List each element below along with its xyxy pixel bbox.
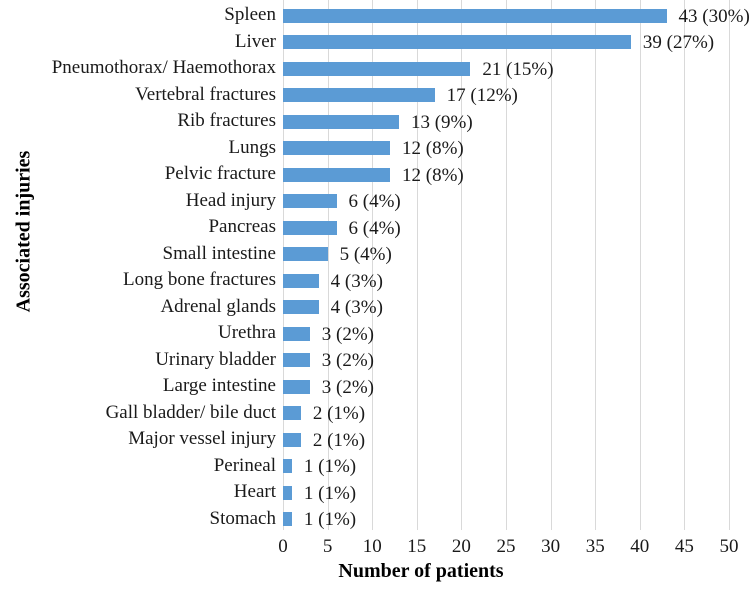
category-label: Pelvic fracture xyxy=(164,163,276,185)
category-label: Rib fractures xyxy=(177,110,276,132)
x-tick-label: 25 xyxy=(496,536,516,557)
bar xyxy=(283,194,337,208)
value-label: 3 (2%) xyxy=(321,323,374,345)
category-label: Lungs xyxy=(228,136,277,158)
x-tick-label: 35 xyxy=(585,536,605,557)
bar xyxy=(283,167,391,182)
gridline xyxy=(327,0,329,530)
x-tick-label: 45 xyxy=(674,536,694,557)
category-label: Pneumothorax/ Haemothorax xyxy=(51,57,276,79)
value-label: 1 (1%) xyxy=(303,456,357,477)
x-tick-label: 30 xyxy=(541,536,561,557)
gridline xyxy=(283,0,284,530)
bar xyxy=(283,8,667,23)
x-tick-label: 5 xyxy=(322,536,333,557)
category-label: Stomach xyxy=(209,507,277,529)
value-label: 1 (1%) xyxy=(303,482,357,504)
category-label: Large intestine xyxy=(162,375,276,397)
value-label: 2 (1%) xyxy=(312,429,366,451)
bar xyxy=(283,273,319,288)
bar xyxy=(283,432,301,447)
gridline xyxy=(461,0,463,530)
plot-area: 43 (30%) 39 (27%) 21 (15%) 17 (12%) 13 (9%) 1… xyxy=(283,0,750,530)
value-label: 6 (4%) xyxy=(348,191,401,212)
category-label: Heart xyxy=(233,481,276,503)
value-label: 3 (2%) xyxy=(321,376,374,398)
value-label: 5 (4%) xyxy=(339,244,392,265)
category-label: Head injury xyxy=(185,189,276,211)
gridline xyxy=(729,0,730,530)
bar xyxy=(283,220,337,235)
bar xyxy=(283,485,292,500)
value-label: 4 (3%) xyxy=(330,270,383,292)
bar xyxy=(283,114,399,129)
bar xyxy=(283,326,310,341)
category-label: Urethra xyxy=(217,322,276,344)
bar xyxy=(283,141,391,155)
gridline xyxy=(595,0,597,530)
category-label: Vertebral fractures xyxy=(135,83,276,105)
bar xyxy=(283,88,435,102)
bar xyxy=(283,300,319,314)
value-label: 3 (2%) xyxy=(321,350,374,371)
value-label: 21 (15%) xyxy=(482,58,554,80)
category-label: Liver xyxy=(234,30,276,52)
gridline xyxy=(639,0,641,530)
bar xyxy=(283,459,292,473)
value-label: 43 (30%) xyxy=(678,5,750,27)
x-tick-label: 15 xyxy=(407,536,427,557)
gridline xyxy=(550,0,552,530)
category-label: Spleen xyxy=(224,4,276,26)
bar xyxy=(283,406,301,420)
x-tick-label: 20 xyxy=(451,536,471,557)
gridline xyxy=(372,0,374,530)
bar xyxy=(283,61,471,76)
bar xyxy=(283,35,631,49)
gridline xyxy=(684,0,686,530)
x-tick-label: 10 xyxy=(362,536,382,557)
bar xyxy=(283,247,328,261)
value-label: 13 (9%) xyxy=(410,111,473,133)
category-label: Small intestine xyxy=(162,242,276,264)
category-label: Major vessel injury xyxy=(128,428,276,450)
category-label: Long bone fractures xyxy=(123,269,276,291)
gridline xyxy=(416,0,418,530)
bar xyxy=(283,353,310,367)
gridline xyxy=(506,0,507,530)
value-label: 39 (27%) xyxy=(642,32,715,53)
bar xyxy=(283,379,310,394)
value-label: 1 (1%) xyxy=(303,509,357,530)
value-label: 4 (3%) xyxy=(330,297,383,318)
category-label: Urinary bladder xyxy=(155,348,276,370)
bar xyxy=(283,512,292,526)
x-tick-label: 0 xyxy=(278,536,288,557)
category-label: Perineal xyxy=(213,454,276,476)
value-label: 2 (1%) xyxy=(312,403,366,424)
category-label: Pancreas xyxy=(208,216,276,238)
x-axis-title: Number of patients xyxy=(338,560,504,582)
category-label: Gall bladder/ bile duct xyxy=(105,401,276,423)
x-tick-label: 50 xyxy=(719,536,739,557)
value-label: 17 (12%) xyxy=(446,85,518,106)
x-tick-label: 40 xyxy=(630,536,650,557)
category-label: Adrenal glands xyxy=(160,295,276,317)
value-label: 12 (8%) xyxy=(402,138,464,159)
value-label: 12 (8%) xyxy=(402,164,464,186)
value-label: 6 (4%) xyxy=(348,217,401,239)
